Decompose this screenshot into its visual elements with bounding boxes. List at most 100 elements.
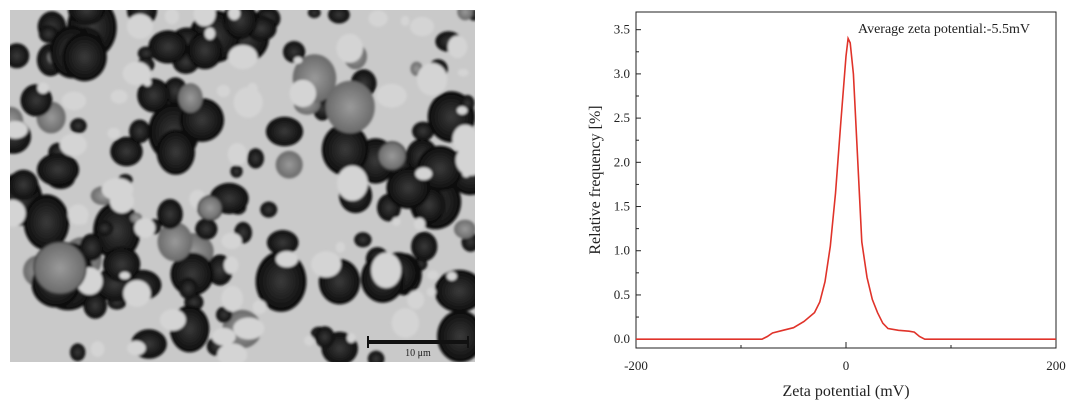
vesicle-hole (407, 290, 425, 310)
vesicle-hole (410, 16, 435, 37)
vesicle-hole (416, 63, 448, 96)
large-droplet (377, 141, 407, 171)
particle (412, 121, 435, 141)
y-tick-label: 3.5 (614, 22, 630, 37)
vesicle-hole (228, 45, 258, 70)
y-tick-label: 0.5 (614, 287, 630, 302)
vesicle-hole (164, 10, 179, 25)
vesicle-hole (193, 10, 216, 27)
vesicle-hole (223, 256, 239, 274)
vesicle-hole (107, 127, 121, 139)
zeta-potential-chart: 0.0 0.5 1.0 1.5 2.0 2.5 3.0 3.5 -200 0 200 Averag… (587, 11, 1066, 400)
vesicle-hole (77, 216, 88, 225)
particle (62, 32, 107, 82)
vesicle-hole (221, 285, 244, 312)
particle (247, 148, 264, 169)
particle (129, 119, 151, 144)
y-tick-label: 0.0 (614, 331, 630, 346)
vesicle-hole (311, 251, 342, 278)
vesicle-hole (101, 178, 134, 201)
particle (93, 201, 141, 261)
vesicle-hole (127, 340, 146, 356)
tem-micrograph: 10 μm (10, 10, 475, 362)
vesicle-hole (217, 343, 248, 362)
vesicle-hole (211, 327, 236, 346)
vesicle-hole (134, 218, 156, 238)
vesicle-hole (337, 165, 368, 201)
vesicle-hole (304, 335, 315, 346)
particle (70, 343, 86, 362)
average-zeta-annotation: Average zeta potential:-5.5mV (858, 22, 1030, 37)
y-tick-label: 2.0 (614, 154, 630, 169)
particle (328, 10, 350, 24)
particle (307, 10, 321, 19)
particle (454, 219, 475, 239)
vesicle-hole (159, 309, 186, 331)
particle (178, 83, 203, 113)
particle (325, 80, 375, 134)
y-tick-label: 1.5 (614, 199, 630, 214)
series-line (636, 35, 1056, 340)
vesicle-hole (368, 10, 388, 27)
particle (157, 199, 183, 230)
particle (354, 232, 372, 248)
particle (156, 129, 195, 175)
vesicle-hole (413, 217, 426, 230)
vesicle-hole (336, 33, 364, 63)
particle (157, 222, 193, 262)
vesicle-hole (59, 133, 87, 157)
particle (260, 201, 278, 218)
particle-network (10, 10, 475, 362)
vesicle-hole (90, 341, 105, 357)
vesicle-hole (457, 68, 469, 77)
vesicle-hole (221, 232, 242, 249)
y-tick-label: 3.0 (614, 66, 630, 81)
particle (23, 194, 70, 251)
vesicle-hole (462, 167, 471, 178)
particle (266, 230, 299, 256)
y-axis-title: Relative frequency [%] (587, 105, 604, 254)
particle (148, 30, 188, 64)
vesicle-hole (13, 124, 25, 136)
particle (187, 31, 223, 70)
scale-bar: 10 μm (367, 336, 469, 359)
particle (195, 218, 218, 240)
vesicle-hole (233, 317, 265, 340)
vesicle-hole (126, 13, 154, 39)
y-tick-label: 2.5 (614, 110, 630, 125)
large-droplet (197, 195, 223, 221)
particle (10, 169, 39, 201)
vesicle-hole (37, 82, 49, 94)
particle (321, 123, 369, 176)
vesicle-hole (252, 300, 267, 314)
vesicle-hole (400, 15, 410, 27)
vesicle-hole (426, 287, 437, 297)
vesicle-hole (415, 167, 433, 180)
vesicle-hole (447, 35, 468, 59)
particle (83, 292, 107, 319)
particle (255, 251, 307, 312)
vesicle-hole (455, 145, 475, 176)
vesicle-hole (227, 143, 247, 166)
large-droplet (33, 241, 87, 295)
particle (275, 150, 303, 179)
vesicle-hole (275, 251, 298, 268)
particle (110, 136, 143, 167)
particle (79, 233, 104, 261)
x-axis-title: Zeta potential (mV) (782, 383, 909, 400)
particle (68, 10, 105, 25)
particle (457, 10, 474, 21)
vesicle-hole (119, 271, 131, 280)
x-axis-ticks: -200 0 200 (624, 342, 1066, 373)
vesicle-hole (233, 87, 263, 118)
particle (216, 306, 233, 323)
vesicle-hole (204, 27, 216, 40)
vesicle-hole (376, 83, 407, 108)
vesicle-hole (456, 106, 468, 115)
vesicle-hole (346, 333, 356, 343)
vesicle-hole (123, 280, 151, 307)
y-tick-label: 1.0 (614, 243, 630, 258)
particle (265, 116, 304, 147)
particle (102, 246, 141, 282)
vesicle-hole (427, 270, 439, 280)
